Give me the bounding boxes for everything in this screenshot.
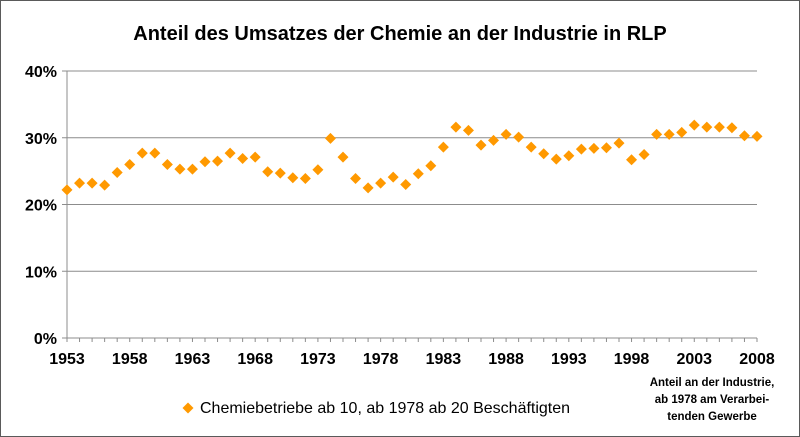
data-point bbox=[613, 137, 625, 149]
data-point bbox=[287, 172, 299, 184]
data-point bbox=[237, 152, 249, 164]
data-point bbox=[111, 166, 123, 178]
data-point bbox=[676, 126, 688, 138]
x-tick-label: 1998 bbox=[614, 351, 650, 368]
data-point bbox=[262, 166, 274, 178]
data-point bbox=[86, 177, 98, 189]
y-tick-label: 20% bbox=[25, 198, 57, 215]
data-point bbox=[337, 151, 349, 163]
grid-layer bbox=[67, 70, 757, 272]
data-point bbox=[538, 148, 550, 160]
x-tick-label: 1973 bbox=[300, 351, 336, 368]
data-point bbox=[324, 132, 336, 144]
data-point bbox=[124, 158, 136, 170]
data-point bbox=[61, 184, 73, 196]
x-tick-label: 1968 bbox=[237, 351, 273, 368]
legend: Chemiebetriebe ab 10, ab 1978 ab 20 Besc… bbox=[182, 400, 570, 417]
x-tick-label: 1988 bbox=[488, 351, 524, 368]
data-point bbox=[350, 172, 362, 184]
data-point bbox=[274, 167, 286, 179]
data-point bbox=[713, 121, 725, 133]
data-point bbox=[400, 178, 412, 190]
x-tick-label: 1983 bbox=[426, 351, 462, 368]
data-point bbox=[450, 121, 462, 133]
data-point bbox=[751, 130, 763, 142]
x-tick-label: 1958 bbox=[112, 351, 148, 368]
data-point bbox=[149, 147, 161, 159]
data-point bbox=[74, 177, 86, 189]
data-point bbox=[161, 158, 173, 170]
data-point bbox=[563, 150, 575, 162]
x-tick-label: 2003 bbox=[676, 351, 712, 368]
data-point bbox=[575, 143, 587, 155]
data-point bbox=[488, 134, 500, 146]
chart-title: Anteil des Umsatzes der Chemie an der In… bbox=[133, 23, 666, 45]
data-point bbox=[701, 121, 713, 133]
y-tick-label: 30% bbox=[25, 131, 57, 148]
data-point bbox=[500, 128, 512, 140]
x-tick-labels: 1953 1958 1963 1968 1973 1978 1983 1988 1993 1998… bbox=[49, 351, 775, 368]
data-point bbox=[199, 156, 211, 168]
data-point bbox=[224, 147, 236, 159]
data-point bbox=[726, 122, 738, 134]
data-point bbox=[99, 179, 111, 191]
data-point bbox=[174, 163, 186, 175]
legend-label: Chemiebetriebe ab 10, ab 1978 ab 20 Besc… bbox=[200, 400, 570, 417]
y-tick-label: 10% bbox=[25, 264, 57, 281]
data-point bbox=[299, 172, 311, 184]
annotation-line: tenden Gewerbe bbox=[667, 411, 756, 423]
legend-marker-group bbox=[182, 402, 194, 414]
annotation-line: ab 1978 am Verarbei- bbox=[655, 394, 770, 406]
data-point bbox=[600, 142, 612, 154]
data-point bbox=[362, 182, 374, 194]
data-point bbox=[513, 131, 525, 143]
y-tick-label: 0% bbox=[34, 331, 57, 348]
data-point bbox=[186, 163, 198, 175]
data-point bbox=[136, 147, 148, 159]
data-point bbox=[688, 119, 700, 131]
y-tick-labels: 0% 10% 20% 30% 40% bbox=[25, 64, 57, 348]
data-point bbox=[475, 139, 487, 151]
data-point bbox=[212, 155, 224, 167]
x-tick-label: 1953 bbox=[49, 351, 85, 368]
y-tick-label: 40% bbox=[25, 64, 57, 81]
data-point bbox=[525, 141, 537, 153]
x-tick-label: 2008 bbox=[739, 351, 775, 368]
data-points bbox=[61, 119, 763, 196]
data-point bbox=[412, 168, 424, 180]
x-tick-label: 1993 bbox=[551, 351, 587, 368]
annotation-line: Anteil an der Industrie, bbox=[650, 377, 775, 389]
data-point bbox=[588, 142, 600, 154]
data-point bbox=[249, 151, 261, 163]
data-point bbox=[550, 153, 562, 165]
data-point bbox=[437, 141, 449, 153]
x-tick-label: 1978 bbox=[363, 351, 399, 368]
data-point bbox=[626, 154, 638, 166]
data-point bbox=[462, 124, 474, 136]
data-point bbox=[738, 130, 750, 142]
annotation-note: Anteil an der Industrie, ab 1978 am Verar… bbox=[650, 377, 775, 423]
legend-marker bbox=[182, 402, 194, 414]
data-point bbox=[425, 160, 437, 172]
x-tick-label: 1963 bbox=[175, 351, 211, 368]
data-point bbox=[375, 177, 387, 189]
data-point bbox=[663, 128, 675, 140]
axis-layer bbox=[62, 70, 758, 342]
data-point bbox=[312, 164, 324, 176]
data-point bbox=[651, 128, 663, 140]
data-point bbox=[638, 148, 650, 160]
data-point bbox=[387, 171, 399, 183]
